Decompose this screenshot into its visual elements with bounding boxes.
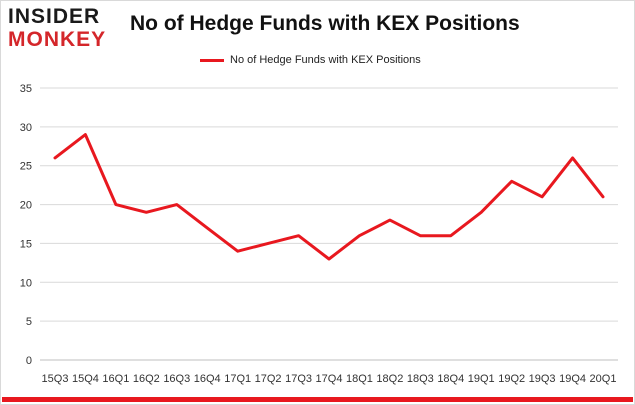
y-tick-label: 20 — [20, 200, 32, 212]
bottom-accent-bar — [2, 397, 633, 402]
x-tick-label: 17Q4 — [316, 373, 343, 385]
y-tick-label: 10 — [20, 277, 32, 289]
x-tick-label: 19Q4 — [559, 373, 586, 385]
x-tick-label: 18Q3 — [407, 373, 434, 385]
x-tick-label: 16Q3 — [163, 373, 190, 385]
chart-title: No of Hedge Funds with KEX Positions — [130, 12, 520, 35]
y-tick-label: 0 — [26, 355, 32, 367]
x-tick-label: 17Q3 — [285, 373, 312, 385]
x-tick-label: 19Q2 — [498, 373, 525, 385]
x-tick-label: 16Q1 — [102, 373, 129, 385]
x-tick-label: 19Q1 — [468, 373, 495, 385]
chart-legend: No of Hedge Funds with KEX Positions — [200, 54, 421, 66]
logo-text-top: INSIDER — [8, 5, 101, 28]
x-tick-label: 15Q4 — [72, 373, 99, 385]
legend-label: No of Hedge Funds with KEX Positions — [230, 54, 421, 66]
y-tick-label: 35 — [20, 83, 32, 95]
legend-swatch — [200, 58, 224, 62]
x-tick-label: 20Q1 — [590, 373, 617, 385]
x-tick-label: 15Q3 — [42, 373, 69, 385]
y-tick-label: 30 — [20, 122, 32, 134]
x-tick-label: 16Q2 — [133, 373, 160, 385]
x-tick-label: 17Q2 — [255, 373, 282, 385]
insider-monkey-logo: INSIDER MONKEY — [8, 6, 120, 52]
x-tick-label: 16Q4 — [194, 373, 221, 385]
y-tick-label: 15 — [20, 238, 32, 250]
x-tick-label: 17Q1 — [224, 373, 251, 385]
series-line — [53, 133, 605, 261]
x-tick-label: 18Q4 — [437, 373, 464, 385]
y-tick-label: 25 — [20, 161, 32, 173]
logo-text-bottom: MONKEY — [8, 28, 107, 51]
x-tick-label: 19Q3 — [529, 373, 556, 385]
x-tick-label: 18Q2 — [376, 373, 403, 385]
y-tick-label: 5 — [26, 316, 32, 328]
x-tick-label: 18Q1 — [346, 373, 373, 385]
